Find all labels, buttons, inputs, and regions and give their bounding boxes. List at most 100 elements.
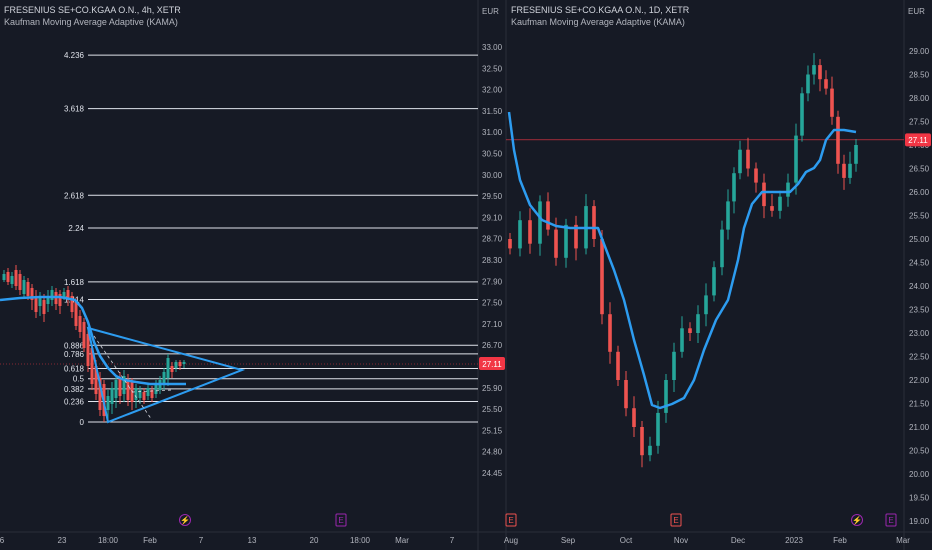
left-candle-body	[146, 388, 150, 396]
left-x-axis-label: 23	[58, 536, 67, 545]
right-candle-body	[830, 88, 834, 117]
fib-level-label: 0.5	[73, 375, 85, 384]
middle-axis-tick: 25.15	[482, 426, 503, 435]
right-candle-body	[770, 206, 774, 211]
right-axis-tick: 22.50	[909, 353, 930, 362]
left-candle-body	[86, 334, 90, 366]
earnings-icon	[505, 513, 517, 527]
right-axis-tick: 20.50	[909, 447, 930, 456]
fib-level-label: 0.382	[64, 385, 85, 394]
left-candle-body	[178, 362, 182, 366]
left-chart-title: FRESENIUS SE+CO.KGAA O.N., 4h, XETR	[4, 5, 181, 15]
left-candle-body	[10, 276, 14, 284]
right-candle-body	[800, 93, 804, 136]
right-axis-currency: EUR	[908, 7, 925, 16]
left-candle-body	[162, 372, 166, 384]
right-candle-body	[720, 229, 724, 268]
middle-axis-tick: 27.90	[482, 277, 503, 286]
lightning-glyph: ⚡	[852, 515, 862, 525]
right-candle-body	[746, 149, 750, 169]
left-kama-line	[0, 295, 186, 386]
right-candle-body	[754, 168, 758, 183]
right-x-axis-label: Mar	[896, 536, 910, 545]
right-candle-body	[600, 239, 604, 315]
left-candle-body	[142, 392, 146, 400]
middle-axis-tick: 24.80	[482, 448, 503, 457]
left-indicator-label: Kaufman Moving Average Adaptive (KAMA)	[4, 17, 178, 27]
left-candle-body	[34, 296, 38, 312]
right-axis-tick: 24.50	[909, 259, 930, 268]
earnings-icon	[335, 513, 347, 527]
middle-axis-currency: EUR	[482, 7, 499, 16]
right-candle-body	[842, 163, 846, 178]
right-candle-body	[806, 74, 810, 94]
right-candle-body	[688, 328, 692, 333]
left-x-axis-label: 18:00	[350, 536, 371, 545]
fib-level-label: 2.618	[64, 191, 85, 200]
left-candle-body	[114, 380, 118, 398]
right-axis-tick: 25.00	[909, 235, 930, 244]
right-candle-body	[624, 380, 628, 409]
right-axis-tick: 26.00	[909, 188, 930, 197]
left-x-axis-label: 20	[310, 536, 319, 545]
left-x-axis-label: Mar	[395, 536, 409, 545]
fib-level-label: 4.236	[64, 51, 85, 60]
right-candle-body	[794, 135, 798, 183]
left-x-axis-label: 6	[0, 536, 5, 545]
right-candle-body	[712, 267, 716, 296]
left-price-badge	[479, 357, 505, 370]
right-candle-body	[812, 65, 816, 75]
middle-axis-tick: 31.00	[482, 128, 503, 137]
left-candle-body	[170, 366, 174, 372]
left-candle-body	[174, 362, 178, 368]
left-candle-body	[62, 292, 66, 298]
right-candle-body	[704, 295, 708, 315]
right-candle-body	[672, 351, 676, 380]
lightning-glyph: ⚡	[180, 515, 190, 525]
middle-axis-tick: 32.00	[482, 86, 503, 95]
right-candle-body	[786, 182, 790, 197]
middle-axis-tick: 27.10	[482, 320, 503, 329]
left-candle-body	[182, 362, 186, 364]
projection-line	[93, 335, 153, 421]
right-candle-body	[778, 196, 782, 211]
left-candle-body	[118, 378, 122, 396]
right-candle-body	[528, 220, 532, 244]
right-candle-body	[592, 206, 596, 239]
left-candle-body	[150, 390, 154, 398]
right-axis-tick: 20.00	[909, 470, 930, 479]
left-x-axis-label: Feb	[143, 536, 157, 545]
left-candle-body	[78, 316, 82, 332]
earnings-glyph: E	[888, 516, 893, 525]
middle-axis-tick: 30.50	[482, 150, 503, 159]
left-x-axis-label: 18:00	[98, 536, 119, 545]
right-axis-tick: 19.00	[909, 517, 930, 526]
right-x-axis-label: Aug	[504, 536, 518, 545]
right-x-axis-label: Feb	[833, 536, 847, 545]
fib-level-label: 0.618	[64, 364, 85, 373]
right-candle-body	[564, 224, 568, 258]
right-axis-tick: 25.50	[909, 212, 930, 221]
left-candle-body	[138, 390, 142, 398]
right-indicator-label: Kaufman Moving Average Adaptive (KAMA)	[511, 17, 685, 27]
left-candle-body	[30, 288, 34, 300]
left-x-axis-label: 7	[450, 536, 455, 545]
middle-axis-tick: 33.00	[482, 43, 503, 52]
right-candle-body	[538, 201, 542, 244]
right-x-axis-label: Dec	[731, 536, 745, 545]
right-candle-body	[824, 79, 828, 89]
right-axis-tick: 21.50	[909, 400, 930, 409]
fib-level-label: 0.786	[64, 350, 85, 359]
left-candle-body	[74, 302, 78, 326]
right-candle-body	[574, 224, 578, 249]
middle-axis-tick: 25.50	[482, 405, 503, 414]
middle-axis-tick: 26.70	[482, 341, 503, 350]
middle-axis-tick: 28.30	[482, 256, 503, 265]
left-candle-body	[26, 282, 30, 296]
right-candle-body	[664, 380, 668, 413]
left-candle-body	[122, 376, 126, 394]
right-price-badge	[905, 133, 931, 147]
right-candle-body	[836, 116, 840, 164]
right-candle-body	[518, 220, 522, 249]
